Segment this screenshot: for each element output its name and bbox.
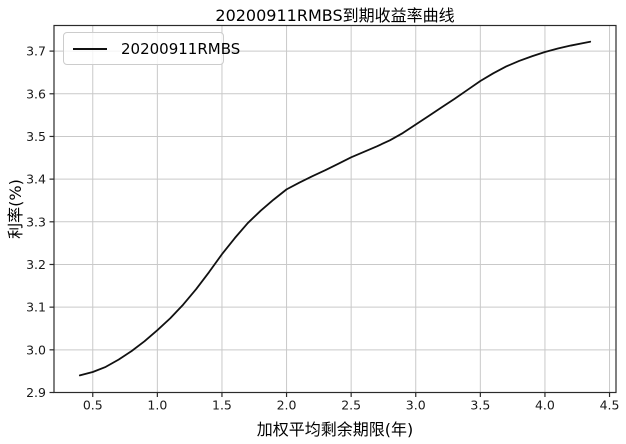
x-tick-label: 1.0	[147, 398, 167, 413]
y-tick-label: 3.2	[26, 257, 46, 272]
y-tick-label: 2.9	[26, 385, 46, 400]
x-tick-label: 4.5	[600, 398, 620, 413]
y-tick-label: 3.6	[26, 86, 46, 101]
legend-label: 20200911RMBS	[121, 39, 241, 58]
chart-title: 20200911RMBS到期收益率曲线	[215, 6, 455, 25]
x-axis-label: 加权平均剩余期限(年)	[256, 420, 414, 439]
plot-border	[53, 24, 617, 394]
y-tick-label: 3.7	[26, 44, 46, 59]
x-tick-label: 2.5	[341, 398, 361, 413]
y-tick-label: 3.5	[26, 129, 46, 144]
x-tick-label: 0.5	[83, 398, 103, 413]
legend-line-sample-icon	[73, 47, 107, 50]
x-tick-label: 3.0	[406, 398, 426, 413]
legend: 20200911RMBS	[63, 32, 240, 65]
x-tick-label: 3.5	[470, 398, 490, 413]
y-tick-label: 3.4	[26, 172, 46, 187]
x-tick-label: 1.5	[212, 398, 232, 413]
y-tick-label: 3.3	[26, 214, 46, 229]
y-tick-label: 3.1	[26, 300, 46, 315]
y-tick-label: 3.0	[26, 342, 46, 357]
x-tick-label: 4.0	[535, 398, 555, 413]
series-line	[78, 40, 592, 377]
y-axis-label: 利率(%)	[6, 179, 25, 239]
x-tick-label: 2.0	[277, 398, 297, 413]
